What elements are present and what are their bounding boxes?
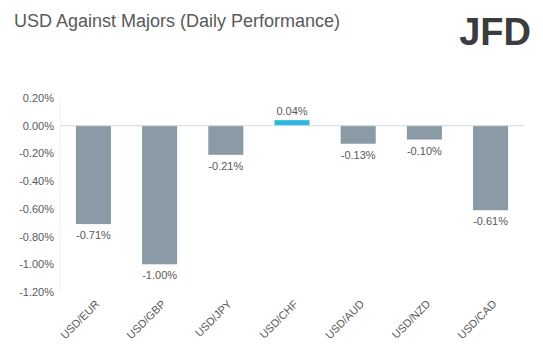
data-label: 0.04% xyxy=(276,105,307,117)
logo: JFD xyxy=(459,11,531,53)
bar xyxy=(407,126,442,140)
y-tick-label: -0.40% xyxy=(19,175,54,187)
bar xyxy=(76,126,111,224)
bar xyxy=(142,126,177,265)
y-tick: 0.00% xyxy=(23,120,60,132)
y-tick-label: -0.20% xyxy=(19,147,54,159)
background xyxy=(0,0,543,351)
bar xyxy=(341,126,376,144)
data-label: -1.00% xyxy=(142,269,177,281)
y-tick: -0.40% xyxy=(19,175,60,187)
x-tick: USD/AUD xyxy=(323,292,367,341)
y-tick-label: -1.20% xyxy=(19,286,54,298)
x-tick: USD/NZD xyxy=(389,292,432,341)
x-tick-label: USD/EUR xyxy=(58,298,102,342)
data-label: -0.21% xyxy=(208,160,243,172)
x-tick-label: USD/JPY xyxy=(193,297,235,339)
x-axis: USD/EUR USD/GBP USD/JPY USD/CHF USD/AUD USD/N… xyxy=(58,292,499,341)
y-tick: -1.20% xyxy=(19,286,60,298)
chart: USD Against Majors (Daily Performance) JF… xyxy=(0,0,543,351)
data-labels: -0.71% -1.00% -0.21% 0.04% -0.13% -0.10% -0.61… xyxy=(76,105,508,281)
x-tick: USD/GBP xyxy=(124,292,167,341)
y-tick: -0.60% xyxy=(19,203,60,215)
y-tick-label: -0.80% xyxy=(19,231,54,243)
x-tick: USD/EUR xyxy=(58,292,102,341)
x-tick-label: USD/GBP xyxy=(124,298,167,341)
x-tick-label: USD/CAD xyxy=(455,298,499,342)
y-tick-label: 0.20% xyxy=(23,92,54,104)
plot: 0.20% 0.00% -0.20% -0.40% -0.60% -0.80% -1.00%… xyxy=(19,92,524,341)
bar xyxy=(473,126,508,211)
y-tick-label: -0.60% xyxy=(19,203,54,215)
y-tick: 0.20% xyxy=(23,92,60,104)
x-tick: USD/CAD xyxy=(455,292,499,341)
x-tick: USD/CHF xyxy=(257,292,300,341)
data-label: -0.13% xyxy=(341,149,376,161)
x-tick-label: USD/AUD xyxy=(323,298,367,342)
zero-line xyxy=(60,125,524,126)
y-axis: 0.20% 0.00% -0.20% -0.40% -0.60% -0.80% -1.00%… xyxy=(19,92,60,298)
y-axis-line xyxy=(60,99,61,293)
x-tick: USD/JPY xyxy=(193,292,235,339)
x-tick-label: USD/CHF xyxy=(257,297,300,340)
data-label: -0.71% xyxy=(76,229,111,241)
data-label: -0.61% xyxy=(473,215,508,227)
y-tick-label: -1.00% xyxy=(19,258,54,270)
title: USD Against Majors (Daily Performance) xyxy=(14,11,340,31)
data-label: -0.10% xyxy=(407,145,442,157)
bar xyxy=(208,126,243,155)
y-tick-label: 0.00% xyxy=(23,120,54,132)
y-tick: -0.80% xyxy=(19,231,60,243)
y-tick: -0.20% xyxy=(19,147,60,159)
bars xyxy=(76,120,508,264)
bar xyxy=(274,120,309,126)
x-tick-label: USD/NZD xyxy=(389,298,432,341)
y-tick: -1.00% xyxy=(19,258,60,270)
